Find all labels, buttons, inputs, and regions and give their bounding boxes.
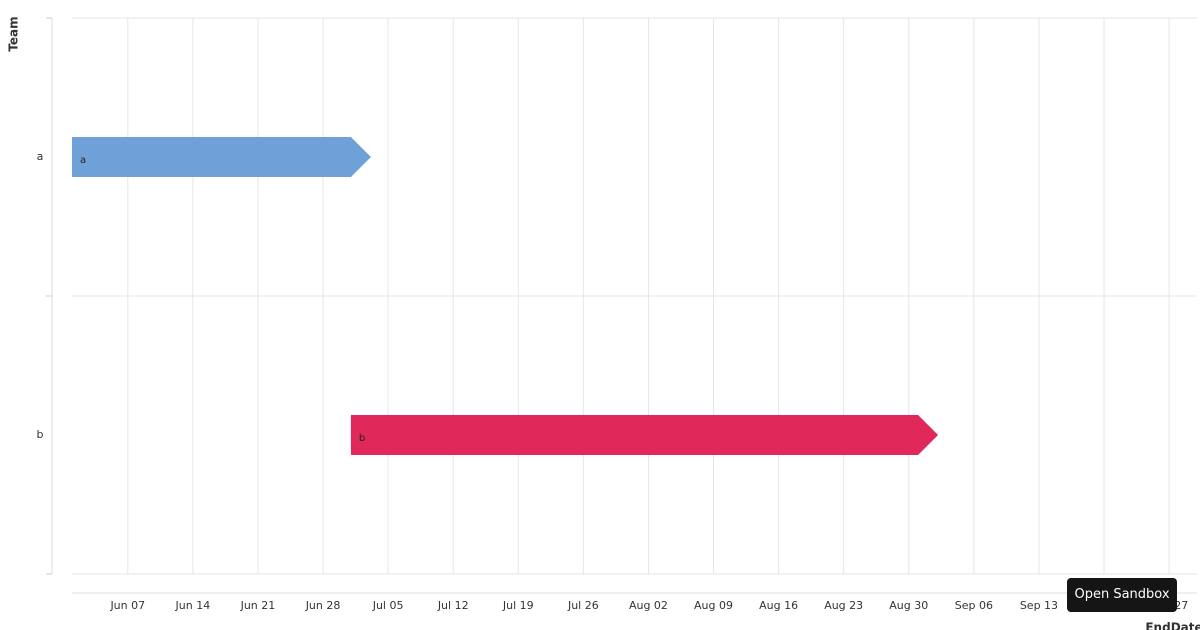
x-tick-label: Jun 21 [240, 599, 276, 612]
y-axis-title: Team [7, 16, 21, 51]
x-tick-label: Aug 16 [759, 599, 798, 612]
x-tick-label: Jul 05 [372, 599, 404, 612]
x-tick-label: Aug 02 [629, 599, 668, 612]
x-tick-label: Sep 06 [955, 599, 993, 612]
bar-label: a [80, 155, 86, 166]
x-tick-label: Jul 26 [567, 599, 599, 612]
x-tick-label: Jul 12 [437, 599, 469, 612]
y-tick-label: a [37, 150, 44, 163]
y-tick-label: b [37, 428, 44, 441]
x-tick-label: Aug 23 [824, 599, 863, 612]
x-axis-title: EndDate [1145, 621, 1200, 630]
x-tick-label: Aug 09 [694, 599, 733, 612]
x-tick-label: Jun 07 [109, 599, 145, 612]
task-bar [350, 415, 939, 455]
x-tick-label: Jun 14 [175, 599, 211, 612]
x-tick-label: Jun 28 [305, 599, 341, 612]
x-tick-label: Jul 19 [502, 599, 534, 612]
x-tick-label: Sep 13 [1020, 599, 1058, 612]
x-tick-label: Aug 30 [889, 599, 928, 612]
task-bar [72, 137, 371, 177]
bar-label: b [359, 433, 365, 444]
open-sandbox-button[interactable]: Open Sandbox [1067, 578, 1177, 612]
